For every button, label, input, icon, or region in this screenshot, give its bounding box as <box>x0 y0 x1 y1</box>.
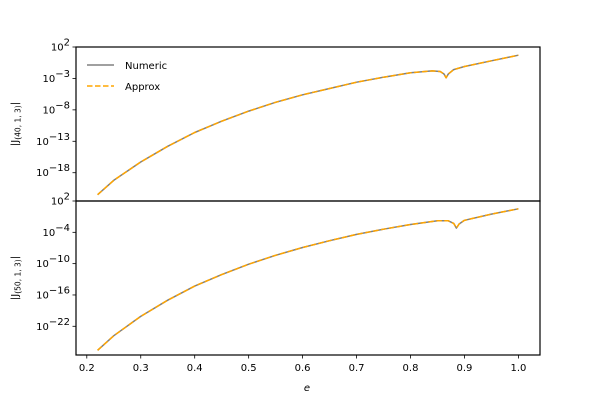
y-tick-exponent: −4 <box>55 223 70 234</box>
bottom-series-numeric <box>97 208 519 351</box>
y-tick-label: 10 <box>51 43 64 54</box>
y-tick-label: 10 <box>36 290 49 301</box>
top-series-approx <box>97 54 519 196</box>
x-tick-label: 0.5 <box>241 363 257 374</box>
top-series-numeric <box>97 54 519 196</box>
y-tick-exponent: −10 <box>49 254 70 265</box>
y-tick-exponent: −3 <box>55 69 70 80</box>
legend-numeric-label: Numeric <box>125 61 167 72</box>
x-tick-label: 0.4 <box>187 363 203 374</box>
y-tick-label: 10 <box>36 322 49 333</box>
legend-approx-label: Approx <box>125 82 160 93</box>
y-tick-exponent: −18 <box>49 163 70 174</box>
y-tick-exponent: −13 <box>49 132 70 143</box>
x-tick-label: 0.7 <box>349 363 365 374</box>
x-tick-label: 0.6 <box>295 363 311 374</box>
x-axis-label: e <box>304 383 310 394</box>
x-tick-label: 0.3 <box>133 363 149 374</box>
bottom-series-approx <box>97 208 519 351</box>
y-tick-exponent: −16 <box>49 285 70 296</box>
y-tick-label: 10 <box>43 105 56 116</box>
y-tick-label: 10 <box>36 259 49 270</box>
y-tick-label: 10 <box>51 197 64 208</box>
bottom-y-axis-label: |J(50, 1, 3)| <box>10 256 23 300</box>
x-tick-label: 0.2 <box>79 363 95 374</box>
x-tick-label: 1.0 <box>510 363 526 374</box>
y-tick-exponent: 2 <box>64 38 70 49</box>
bottom-axes-frame <box>75 200 541 356</box>
y-tick-label: 10 <box>36 168 49 179</box>
y-tick-exponent: 2 <box>64 192 70 203</box>
y-tick-label: 10 <box>43 228 56 239</box>
x-axis: 0.2 0.3 0.4 0.5 0.6 0.7 0.8 0.9 1.0 <box>79 355 526 374</box>
x-tick-label: 0.9 <box>457 363 473 374</box>
y-tick-label: 10 <box>36 137 49 148</box>
legend: Numeric Approx <box>87 61 167 93</box>
top-y-axis-label: |J(40, 1, 3)| <box>10 102 23 146</box>
y-tick-exponent: −8 <box>55 100 70 111</box>
y-tick-exponent: −22 <box>49 317 70 328</box>
x-tick-label: 0.8 <box>403 363 419 374</box>
y-tick-label: 10 <box>43 74 56 85</box>
